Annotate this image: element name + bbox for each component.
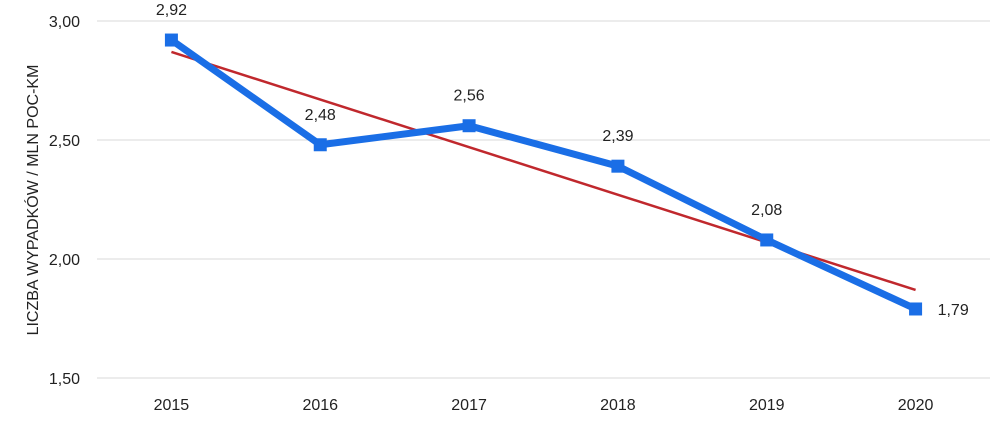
data-point-marker bbox=[462, 119, 476, 133]
x-axis-ticks: 2015 2016 2017 2018 2019 2020 bbox=[154, 397, 934, 414]
x-tick-label: 2015 bbox=[154, 397, 190, 414]
data-point-marker bbox=[164, 33, 178, 47]
gridlines bbox=[97, 20, 990, 379]
y-tick-label: 1,50 bbox=[49, 371, 80, 388]
data-label: 1,79 bbox=[938, 302, 969, 319]
y-tick-label: 3,00 bbox=[49, 14, 80, 31]
data-labels: 2,92 2,48 2,56 2,39 2,08 1,79 bbox=[156, 2, 969, 319]
data-label: 2,56 bbox=[454, 88, 485, 105]
data-point-marker bbox=[611, 159, 625, 173]
series-polyline bbox=[167, 36, 920, 313]
x-tick-label: 2019 bbox=[749, 397, 785, 414]
x-tick-label: 2020 bbox=[898, 397, 934, 414]
x-tick-label: 2017 bbox=[451, 397, 487, 414]
data-label: 2,48 bbox=[305, 107, 336, 124]
y-tick-label: 2,00 bbox=[49, 252, 80, 269]
x-tick-label: 2016 bbox=[302, 397, 338, 414]
y-axis-ticks: 1,50 2,00 2,50 3,00 bbox=[49, 14, 80, 388]
data-point-marker bbox=[760, 233, 774, 247]
x-tick-label: 2018 bbox=[600, 397, 636, 414]
y-axis-title: LICZBA WYPADKÓW / MLN POC-KM bbox=[23, 65, 42, 336]
data-point-marker bbox=[313, 138, 327, 152]
data-label: 2,92 bbox=[156, 2, 187, 19]
y-tick-label: 2,50 bbox=[49, 133, 80, 150]
data-point-marker bbox=[909, 302, 923, 316]
data-label: 2,39 bbox=[602, 128, 633, 145]
series-line bbox=[164, 33, 923, 316]
data-label: 2,08 bbox=[751, 202, 782, 219]
